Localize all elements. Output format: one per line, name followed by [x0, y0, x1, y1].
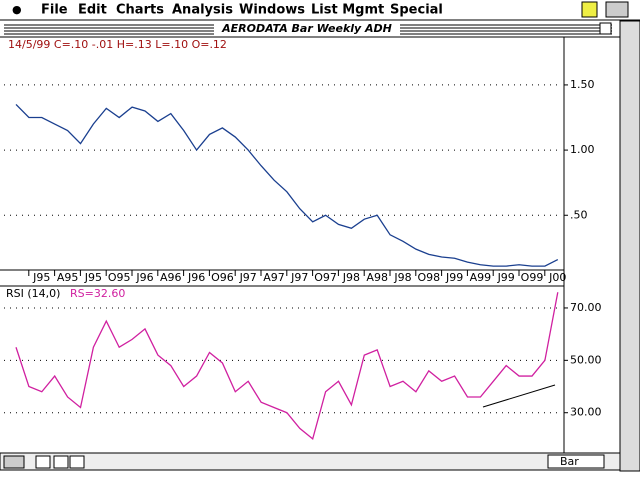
style-label[interactable]: Bar [560, 455, 579, 468]
x-tick-label: J99 [497, 271, 515, 284]
window-title: AERODATA Bar Weekly ADH [221, 22, 392, 35]
help-icon[interactable] [581, 1, 598, 18]
x-tick-label: J96 [187, 271, 205, 284]
rsi-label: RSI (14,0) [6, 287, 60, 300]
menu-bar [0, 0, 640, 20]
bottom-bar [0, 452, 621, 471]
x-tick-label: J98 [393, 271, 411, 284]
apple-logo[interactable]: ● [12, 3, 22, 16]
tool-button[interactable] [3, 455, 25, 469]
trend-line [482, 384, 556, 408]
menu-item[interactable]: Special [390, 3, 443, 18]
y-tick-label: 70.00 [570, 301, 602, 314]
x-tick-label: A96 [160, 271, 182, 284]
x-tick-label: A98 [366, 271, 388, 284]
x-tick-label: J97 [239, 271, 257, 284]
menu-item[interactable]: List Mgmt [311, 3, 384, 18]
style-dropdown[interactable] [547, 454, 605, 469]
menu-item[interactable]: Charts [116, 3, 164, 18]
y-tick-label: 30.00 [570, 406, 602, 419]
x-tick-label: J00 [548, 271, 566, 284]
x-tick-label: A95 [57, 271, 79, 284]
price-annotation: 14/5/99 C=.10 -.01 H=.13 L=.10 O=.12 [8, 38, 227, 51]
x-tick-label: J95 [32, 271, 50, 284]
zoom-box[interactable] [599, 22, 612, 35]
tool-button[interactable] [69, 455, 85, 469]
y-tick-label: 50.00 [570, 353, 602, 366]
x-tick-label: J95 [84, 271, 102, 284]
x-tick-label: J97 [290, 271, 308, 284]
rsi-annotation: RS=32.60 [70, 287, 125, 300]
menu-item[interactable]: Edit [78, 3, 107, 18]
tool-button[interactable] [35, 455, 51, 469]
menu-item[interactable]: File [41, 3, 68, 18]
app-icon[interactable] [605, 1, 629, 18]
x-tick-label: J98 [342, 271, 360, 284]
x-tick-label: O96 [211, 271, 234, 284]
scrollbar[interactable] [619, 20, 640, 472]
series-line [15, 292, 559, 441]
x-tick-label: A99 [470, 271, 492, 284]
y-tick-label: .50 [570, 208, 588, 221]
x-tick-label: J99 [445, 271, 463, 284]
menu-item[interactable]: Analysis [172, 3, 233, 18]
x-tick-label: O99 [521, 271, 544, 284]
y-tick-label: 1.50 [570, 78, 595, 91]
tool-button[interactable] [53, 455, 69, 469]
x-tick-label: O95 [108, 271, 131, 284]
x-tick-label: O98 [417, 271, 440, 284]
x-tick-label: A97 [263, 271, 285, 284]
x-tick-label: O97 [314, 271, 337, 284]
x-tick-label: J96 [135, 271, 153, 284]
y-tick-label: 1.00 [570, 143, 595, 156]
series-line [15, 104, 559, 267]
menu-item[interactable]: Windows [239, 3, 305, 18]
